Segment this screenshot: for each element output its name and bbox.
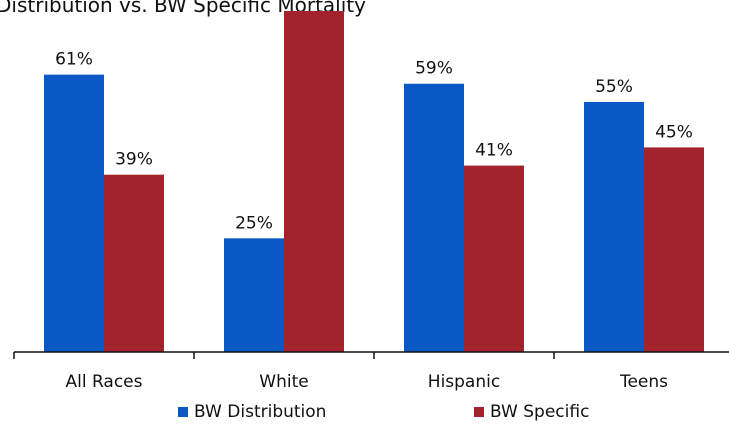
x-tick-label-white: White xyxy=(259,372,308,392)
data-labels-group: 61% 39% 25% 59% 41% 55% 45% xyxy=(55,50,693,234)
bar-bw-distribution-all-races xyxy=(44,74,104,353)
bar-bw-specific-white xyxy=(284,11,344,352)
legend-swatch-bw-specific xyxy=(474,407,484,417)
data-label-bw-specific-teens: 45% xyxy=(655,122,693,142)
legend-swatch-bw-distribution xyxy=(178,407,188,417)
x-axis: All Races White Hispanic Teens xyxy=(13,351,729,392)
bar-bw-specific-teens xyxy=(644,147,704,352)
data-label-bw-distribution-white: 25% xyxy=(235,213,273,233)
bar-bw-distribution-hispanic xyxy=(404,83,464,352)
chart-title: Distribution vs. BW Specific Mortality xyxy=(0,0,366,17)
data-label-bw-distribution-all-races: 61% xyxy=(55,50,93,70)
bar-bw-specific-hispanic xyxy=(464,165,524,352)
legend: BW Distribution BW Specific xyxy=(0,402,729,424)
legend-label-bw-distribution: BW Distribution xyxy=(194,402,327,422)
data-label-bw-specific-hispanic: 41% xyxy=(475,141,513,161)
bar-bw-distribution-teens xyxy=(584,101,644,352)
data-label-bw-specific-all-races: 39% xyxy=(115,150,153,170)
legend-label-bw-specific: BW Specific xyxy=(490,402,590,422)
data-label-bw-distribution-hispanic: 59% xyxy=(415,59,453,79)
bars-group xyxy=(44,11,704,353)
bar-bw-distribution-white xyxy=(224,238,284,352)
x-tick-label-all-races: All Races xyxy=(66,372,143,392)
data-label-bw-distribution-teens: 55% xyxy=(595,77,633,97)
bar-bw-specific-all-races xyxy=(104,174,164,352)
legend-item-bw-specific: BW Specific xyxy=(474,402,589,422)
x-tick-label-teens: Teens xyxy=(619,372,668,392)
legend-item-bw-distribution: BW Distribution xyxy=(178,402,326,422)
x-tick-label-hispanic: Hispanic xyxy=(428,372,500,392)
